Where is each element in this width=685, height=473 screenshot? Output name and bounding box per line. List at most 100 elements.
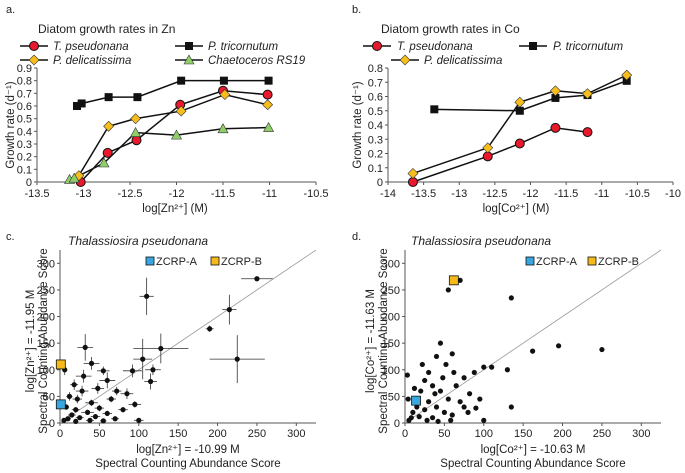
panel-c-label: c.: [6, 231, 15, 243]
legend-label-p-tricornutum: P. tricornutum: [553, 41, 624, 53]
panel-b-y-axis-title: Growth rate (d⁻¹): [352, 81, 364, 168]
data-point: [481, 364, 487, 370]
data-point: [440, 375, 446, 381]
x-tick-label: -11: [594, 188, 609, 200]
x-tick-label: -12: [523, 188, 539, 200]
data-point: [73, 418, 79, 425]
legend-label-zcrp-b: ZCRP-B: [598, 256, 639, 268]
legend-marker-zcrp-b: [210, 256, 220, 266]
y-tick-label: 0.9: [17, 63, 32, 75]
data-point: [87, 417, 93, 423]
data-point: [461, 375, 467, 381]
data-point: [445, 396, 451, 402]
highlight-point-zcrp-b: [448, 275, 459, 286]
data-point: [435, 418, 441, 425]
x-tick-label: 0: [57, 428, 63, 440]
panel-d-co-proteome: d. Thalassiosira pseudonana log[Co²⁺] = …: [352, 231, 662, 470]
data-point-p-delicatissima: [103, 120, 115, 132]
y-tick-label: 0.4: [17, 126, 32, 138]
y-tick-label: 0.2: [368, 149, 383, 161]
data-point: [66, 393, 73, 399]
x-tick-label: 100: [130, 428, 148, 440]
x-tick-label: -14: [380, 188, 396, 200]
data-point: [88, 400, 95, 406]
y-tick-label: 250: [382, 285, 400, 297]
legend-label-p-delicatissima: P. delicatissima: [424, 55, 502, 67]
panel-a-label: a.: [6, 4, 15, 16]
data-point: [406, 417, 412, 423]
x-tick-label: -10.5: [303, 188, 328, 200]
y-tick-label: 200: [382, 312, 400, 324]
legend-label-chaetoceros: Chaetoceros RS19: [208, 55, 306, 67]
legend-label-zcrp-b: ZCRP-B: [221, 256, 262, 268]
data-point: [69, 412, 75, 418]
y-tick-label: 0: [377, 177, 383, 189]
panel-c-y-axis-title-line2: Spectral Counting Abundance Score: [38, 248, 50, 433]
data-point: [65, 416, 71, 422]
series-line-p-tricornutum: [434, 80, 627, 112]
x-tick-label: -13: [451, 188, 467, 200]
panel-d-label: d.: [352, 231, 361, 243]
y-tick-label: 0.2: [17, 152, 32, 164]
panel-b-plot-area: 0 0.1 0.2 0.3 0.4 0.5 0.6 0.7 0.8 -14 -13.5 -13 -12.…: [368, 63, 681, 200]
data-point: [508, 404, 514, 410]
data-point: [429, 383, 436, 389]
data-point: [404, 372, 410, 378]
y-tick-label: 150: [382, 338, 400, 350]
panel-a-y-axis-title: Growth rate (d⁻¹): [5, 81, 17, 168]
legend-marker-zcrp-b: [587, 256, 597, 266]
y-tick-label: 100: [37, 365, 55, 377]
data-point: [599, 346, 605, 353]
data-point-t-pseudonana: [550, 122, 561, 133]
panel-a-x-axis-title: log[Zn²⁺] (M): [142, 203, 208, 215]
data-point: [457, 277, 463, 283]
data-point-p-delicatissima: [262, 99, 274, 111]
data-point: [104, 377, 110, 384]
x-tick-label: 200: [553, 428, 571, 440]
data-point: [457, 399, 463, 405]
data-point: [414, 404, 420, 410]
series-line-t-pseudonana: [80, 90, 268, 183]
x-tick-label: -12: [169, 188, 185, 200]
data-point-p-delicatissima: [73, 170, 85, 182]
data-point-p-tricornutum: [177, 76, 186, 85]
panel-c-plot-area: 0 50 100 150 200 250 300 0 50 100 150 200 250 300: [37, 249, 317, 440]
data-point: [453, 383, 459, 389]
data-point: [530, 348, 536, 354]
data-point: [465, 409, 471, 415]
data-point-p-delicatissima: [130, 113, 142, 125]
legend-label-p-delicatissima: P. delicatissima: [53, 55, 131, 67]
data-point: [445, 287, 451, 293]
data-point: [429, 415, 436, 421]
data-point-p-tricornutum: [551, 93, 560, 102]
data-point: [88, 360, 95, 366]
x-tick-label: -13.5: [24, 188, 49, 200]
y-tick-label: 50: [388, 391, 400, 403]
data-point: [489, 364, 495, 370]
panel-d-y-axis-title-line2: Spectral Counting Abundance Score: [378, 248, 390, 433]
data-point: [104, 410, 110, 417]
data-point: [504, 367, 510, 373]
data-point: [466, 391, 473, 397]
x-tick-label: 50: [438, 428, 450, 440]
y-tick-label: 0.3: [368, 134, 383, 146]
panel-c-x-axis-title-line1: log[Zn²⁺] = -10.99 M: [136, 444, 240, 456]
data-point: [471, 369, 477, 376]
x-tick-label: -11.5: [554, 188, 578, 200]
legend-label-zcrp-a: ZCRP-A: [156, 256, 198, 268]
data-point: [254, 276, 260, 282]
data-point: [422, 377, 428, 384]
y-tick-label: 0.7: [368, 77, 383, 89]
data-point: [112, 416, 118, 422]
data-point: [124, 391, 130, 397]
panel-a-title: Diatom growth rates in Zn: [38, 22, 175, 36]
panel-b-growth-co: b. Diatom growth rates in Co T. pseudona…: [352, 4, 681, 215]
x-tick-label: 250: [248, 428, 266, 440]
panel-b-legend: Diatom growth rates in Co T. pseudonana …: [363, 22, 624, 67]
data-point: [77, 415, 83, 421]
data-point: [473, 405, 479, 411]
data-point-p-tricornutum: [430, 105, 439, 114]
data-point-chaetoceros-rs19: [170, 129, 183, 140]
data-point-chaetoceros-rs19: [217, 123, 229, 134]
data-point: [100, 418, 106, 424]
